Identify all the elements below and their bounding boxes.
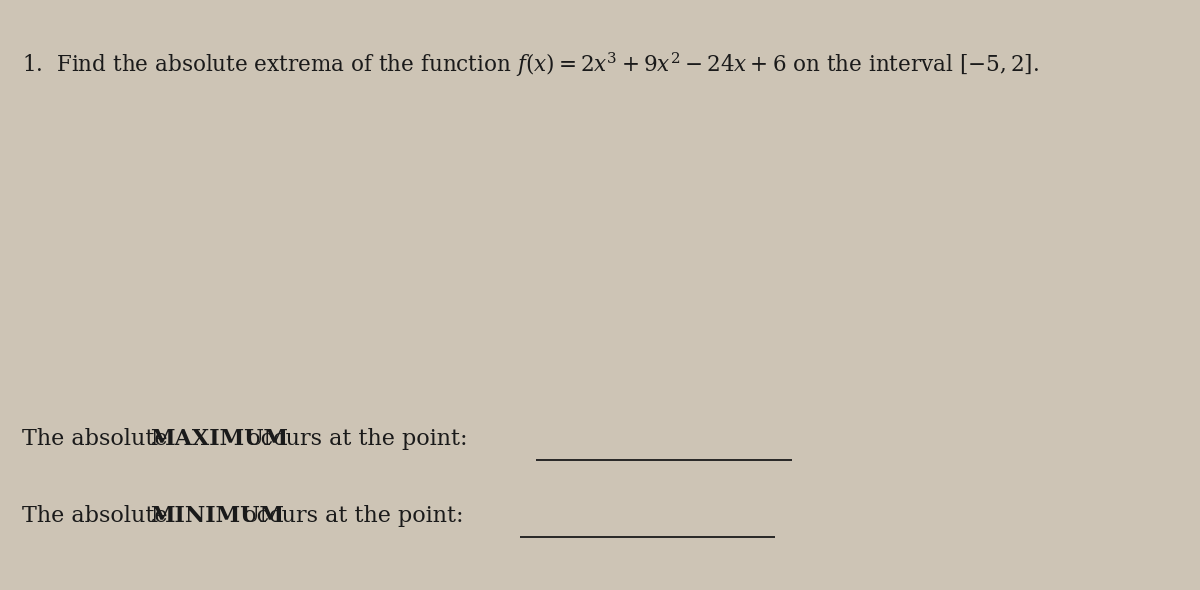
Text: 1.  Find the absolute extrema of the function $f(x) = 2x^3 + 9x^2 - 24x + 6$ on : 1. Find the absolute extrema of the func…	[22, 50, 1039, 78]
Text: MAXIMUM: MAXIMUM	[150, 428, 288, 450]
Text: The absolute: The absolute	[22, 428, 174, 450]
Text: occurs at the point:: occurs at the point:	[236, 505, 464, 527]
Text: occurs at the point:: occurs at the point:	[240, 428, 468, 450]
Text: MINIMUM: MINIMUM	[150, 505, 284, 527]
Text: The absolute: The absolute	[22, 505, 174, 527]
